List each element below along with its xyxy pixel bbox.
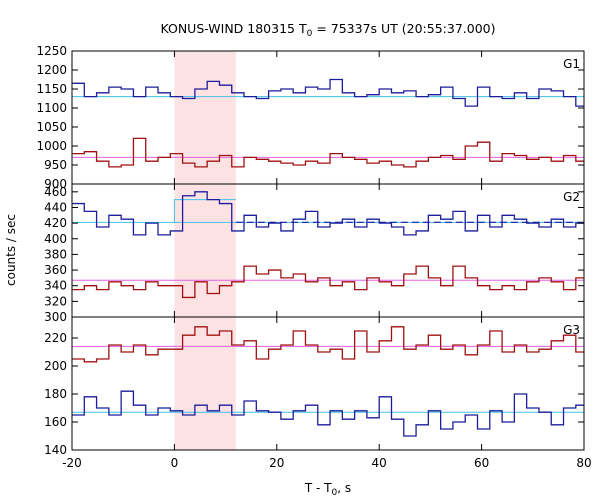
panel-frame — [71, 183, 585, 318]
x-axis-label-rest: , s — [337, 481, 351, 495]
y-tick-label: 320 — [44, 294, 67, 308]
y-tick-label: 1250 — [36, 44, 67, 58]
trigger-interval-shade — [174, 317, 236, 450]
x-axis-label-subscript: 0 — [332, 488, 338, 498]
y-tick-label: 1100 — [36, 101, 67, 115]
panels-group: 900 950 1000 1050 1100 1150 1200 1250 G1 300 32034… — [36, 44, 591, 470]
y-tick-label: 440 — [44, 200, 67, 214]
panel-g3: 140 160 180 200 220 -20 0 20 40 60 80 G3 — [44, 316, 592, 470]
panel-frame — [71, 316, 585, 451]
trigger-interval-shade — [174, 184, 236, 317]
panel-frame — [71, 50, 585, 185]
panel-label: G1 — [563, 57, 580, 71]
x-axis-label-main: T - T — [304, 481, 332, 495]
y-tick-label: 380 — [44, 247, 67, 261]
y-tick-label: 220 — [44, 331, 67, 345]
panel-g1: 900 950 1000 1050 1100 1150 1200 1250 G1 — [36, 44, 585, 191]
trigger-interval-shade — [174, 51, 236, 184]
histogram-series-darkred — [72, 265, 584, 299]
y-tick-label: 400 — [44, 232, 67, 246]
histogram-series-blue — [72, 78, 584, 107]
histogram-series-blue — [72, 191, 584, 236]
y-tick-label: 1200 — [36, 63, 67, 77]
histogram-series-darkred — [72, 326, 584, 363]
y-tick-label: 900 — [44, 177, 67, 191]
y-tick-label: 160 — [44, 415, 67, 429]
y-tick-label: 340 — [44, 279, 67, 293]
y-tick-label: 180 — [44, 387, 67, 401]
y-tick-label: 1000 — [36, 139, 67, 153]
x-tick-label: 0 — [171, 456, 179, 470]
x-tick-label: -20 — [62, 456, 82, 470]
panel-label: G3 — [563, 323, 580, 337]
x-tick-label: 60 — [474, 456, 489, 470]
y-tick-label: 300 — [44, 310, 67, 324]
y-tick-label: 360 — [44, 263, 67, 277]
y-tick-label: 200 — [44, 359, 67, 373]
chart-title: KONUS-WIND 180315 T0 = 75337s UT (20:55:… — [160, 21, 495, 39]
y-axis-label: counts / sec — [4, 214, 18, 286]
y-tick-label: 950 — [44, 158, 67, 172]
x-tick-label: 80 — [576, 456, 591, 470]
x-axis-label: T - T0, s — [304, 481, 351, 498]
chart-title-rest: = 75337s UT (20:55:37.000) — [312, 21, 495, 36]
y-tick-label: 1050 — [36, 120, 67, 134]
y-tick-label: 140 — [44, 443, 67, 457]
x-tick-label: 40 — [372, 456, 387, 470]
chart-title-main: KONUS-WIND 180315 T — [160, 21, 306, 36]
histogram-series-darkred — [72, 137, 584, 168]
y-tick-label: 1150 — [36, 82, 67, 96]
y-tick-label: 460 — [44, 185, 67, 199]
chart-title-subscript: 0 — [307, 29, 313, 39]
histogram-series-blue — [72, 390, 584, 437]
panel-label: G2 — [563, 190, 580, 204]
y-tick-label: 420 — [44, 216, 67, 230]
x-tick-label: 20 — [269, 456, 284, 470]
